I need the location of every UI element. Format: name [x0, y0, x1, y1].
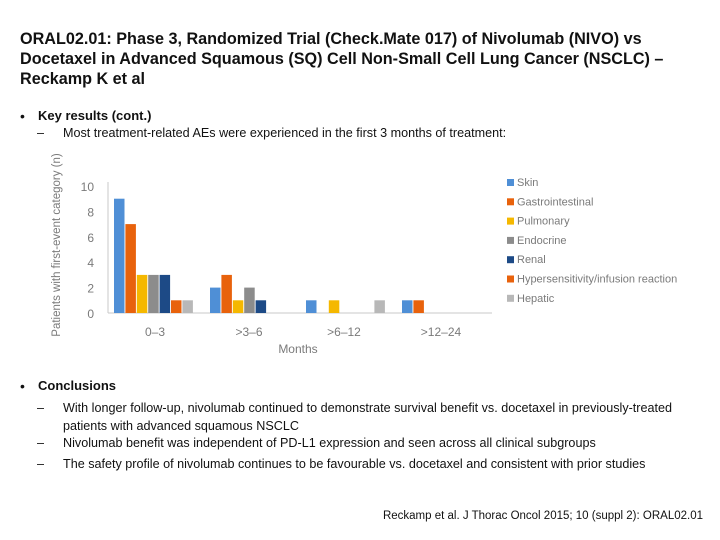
- bar: [232, 300, 244, 313]
- legend-entry: Skin: [517, 177, 538, 189]
- bar: [148, 274, 159, 313]
- legend-entry: Hypersensitivity/infusion reaction: [517, 274, 677, 286]
- bar: [306, 300, 317, 313]
- bar: [413, 300, 424, 313]
- bar: [255, 300, 267, 313]
- y-tick-label: 10: [81, 180, 95, 194]
- bar: [210, 287, 221, 313]
- bullet-key-results-text: Key results (cont.): [38, 108, 152, 123]
- legend-swatch: [507, 198, 514, 206]
- bar: [125, 224, 136, 313]
- legend-swatch: [507, 236, 514, 244]
- conclusion-text-3: The safety profile of nivolumab continue…: [63, 457, 646, 471]
- y-tick-label: 2: [87, 282, 94, 296]
- legend-entry: Gastrointestinal: [517, 196, 593, 208]
- y-tick-label: 4: [87, 256, 94, 270]
- x-tick-label: >3–6: [235, 325, 262, 339]
- legend-entry: Pulmonary: [517, 216, 570, 228]
- legend-entry: Endocrine: [517, 235, 567, 247]
- legend-entry: Hepatic: [517, 293, 555, 305]
- bullet-conclusions-text: Conclusions: [38, 378, 117, 393]
- legend-swatch: [507, 294, 514, 302]
- bullet-symbol: •: [20, 378, 25, 394]
- bar: [328, 300, 340, 313]
- slide-title: ORAL02.01: Phase 3, Randomized Trial (Ch…: [20, 30, 664, 88]
- bar: [159, 274, 171, 313]
- y-tick-label: 6: [87, 231, 94, 245]
- conclusion-text-2: Nivolumab benefit was independent of PD-…: [63, 436, 596, 450]
- bar: [136, 274, 148, 313]
- legend-swatch: [507, 179, 514, 186]
- y-tick-label: 8: [87, 205, 94, 219]
- bar: [374, 300, 385, 313]
- conclusion-text-1: With longer follow-up, nivolumab continu…: [63, 401, 673, 433]
- legend-entry: Renal: [517, 254, 546, 266]
- x-tick-label: 0–3: [145, 325, 165, 339]
- bullet-symbol: •: [20, 108, 25, 124]
- dash: –: [37, 126, 45, 140]
- dash: –: [37, 436, 45, 450]
- bar: [182, 300, 193, 313]
- dash: –: [37, 457, 45, 471]
- x-axis-label: Months: [278, 342, 317, 356]
- legend-swatch: [507, 256, 514, 264]
- bar: [244, 287, 255, 313]
- bar: [114, 198, 125, 313]
- bar: [402, 300, 413, 313]
- legend-swatch: [507, 217, 514, 225]
- sub-bullet-aes-text: Most treatment-related AEs were experien…: [63, 126, 507, 140]
- citation: Reckamp et al. J Thorac Oncol 2015; 10 (…: [382, 510, 703, 522]
- x-tick-label: >12–24: [421, 325, 462, 339]
- legend-swatch: [507, 275, 514, 283]
- y-tick-label: 0: [87, 307, 94, 321]
- bar: [171, 300, 182, 313]
- x-tick-label: >6–12: [327, 325, 361, 339]
- dash: –: [37, 401, 45, 415]
- bar: [221, 274, 232, 313]
- y-axis-label: Patients with first-event category (n): [51, 153, 63, 337]
